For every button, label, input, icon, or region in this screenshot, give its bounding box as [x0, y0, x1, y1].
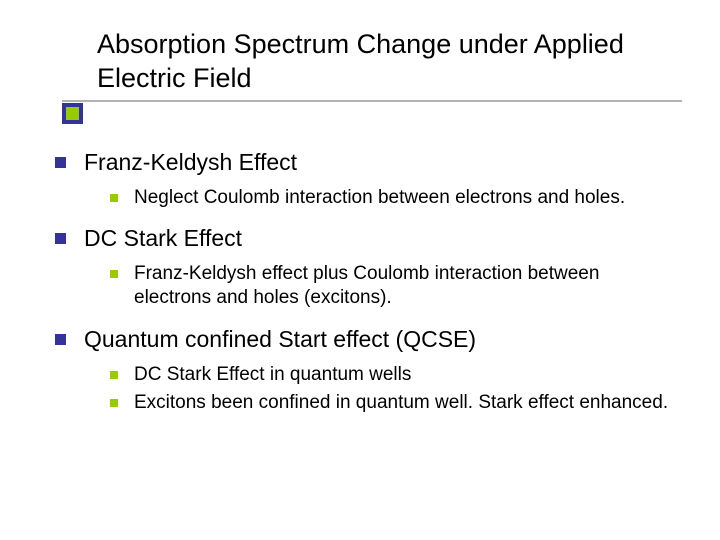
list-subitem: DC Stark Effect in quantum wells: [110, 363, 675, 387]
list-subitem: Neglect Coulomb interaction between elec…: [110, 186, 675, 210]
item-label: Franz-Keldysh Effect: [84, 148, 675, 178]
subitem-label: DC Stark Effect in quantum wells: [134, 363, 675, 387]
list-item: Quantum confined Start effect (QCSE): [55, 325, 675, 355]
slide-body: Franz-Keldysh Effect Neglect Coulomb int…: [55, 148, 675, 429]
list-item: Franz-Keldysh Effect: [55, 148, 675, 178]
slide-title: Absorption Spectrum Change under Applied…: [97, 28, 677, 96]
list-subitem: Excitons been confined in quantum well. …: [110, 391, 675, 415]
subitem-label: Franz-Keldysh effect plus Coulomb intera…: [134, 262, 675, 311]
square-bullet-icon: [110, 399, 118, 407]
subitem-label: Neglect Coulomb interaction between elec…: [134, 186, 675, 210]
slide: Absorption Spectrum Change under Applied…: [0, 0, 720, 540]
square-bullet-icon: [55, 233, 66, 244]
title-accent-icon: [62, 103, 83, 124]
item-label: DC Stark Effect: [84, 224, 675, 254]
square-bullet-icon: [110, 194, 118, 202]
subitem-label: Excitons been confined in quantum well. …: [134, 391, 675, 415]
title-underline: [62, 100, 682, 102]
square-bullet-icon: [110, 270, 118, 278]
square-bullet-icon: [110, 371, 118, 379]
list-item: DC Stark Effect: [55, 224, 675, 254]
title-block: Absorption Spectrum Change under Applied…: [97, 28, 677, 96]
square-bullet-icon: [55, 334, 66, 345]
item-label: Quantum confined Start effect (QCSE): [84, 325, 675, 355]
list-subitem: Franz-Keldysh effect plus Coulomb intera…: [110, 262, 675, 311]
square-bullet-icon: [55, 157, 66, 168]
